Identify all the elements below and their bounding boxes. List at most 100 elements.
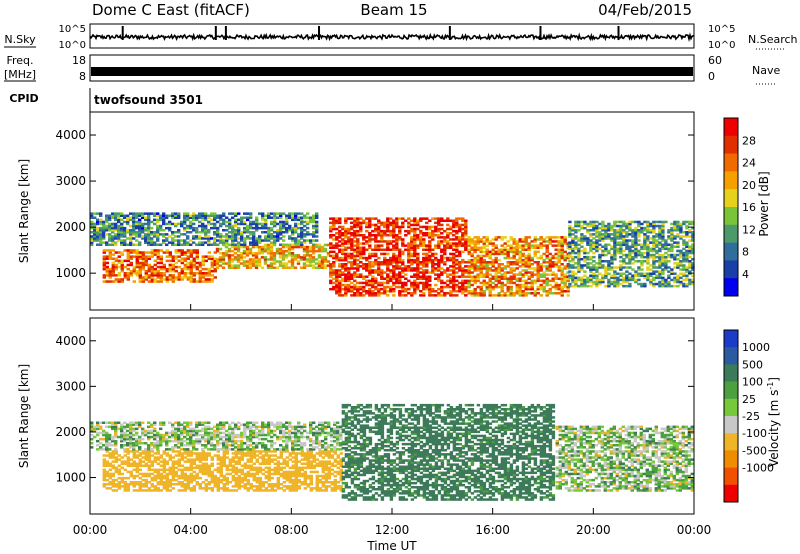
noise-right-label: N.Search [748, 33, 798, 46]
power-cell-1073 [195, 237, 199, 240]
power-cell-1611 [341, 225, 345, 229]
power-cell-1887 [374, 234, 378, 237]
power-cell-1950 [383, 256, 387, 260]
power-cell-2098 [401, 271, 405, 274]
power-cell-1946 [383, 271, 387, 274]
power-cell-1149 [216, 233, 220, 236]
velocity-cell-808 [291, 478, 295, 482]
power-cell-740 [102, 237, 106, 240]
power-cell-608 [296, 260, 301, 263]
power-cell-1540 [335, 281, 339, 285]
power-cell-2191 [413, 248, 417, 251]
power-cell-1772 [359, 221, 363, 225]
power-cell-2181 [413, 279, 417, 283]
power-cell-1567 [338, 281, 342, 285]
power-cell-3057 [536, 273, 540, 276]
power-cell-100 [132, 272, 136, 275]
power-cell-2954 [518, 240, 522, 243]
velocity-cell-611 [246, 481, 250, 484]
power-cell-565 [281, 264, 286, 267]
power-cell-64 [120, 269, 124, 273]
power-cell-2367 [437, 294, 441, 297]
power-cell-2242 [419, 242, 423, 245]
power-cell-2662 [473, 250, 477, 254]
power-cell-205 [159, 272, 163, 275]
velocity-cell-423 [201, 462, 205, 465]
power-cell-762 [108, 235, 112, 238]
power-cell-2701 [479, 263, 483, 266]
power-cell-1744 [356, 232, 360, 235]
power-cell-239 [168, 251, 172, 254]
power-cell-271 [180, 272, 184, 275]
power-cell-2774 [491, 281, 495, 285]
power-cell-1321 [267, 235, 271, 238]
velocity-cell-162 [141, 460, 145, 463]
power-cell-1179 [225, 235, 229, 238]
power-cell-2362 [434, 229, 438, 233]
power-cell-361 [204, 259, 208, 263]
velocity-cell-102 [126, 458, 130, 461]
power-cell-1027 [180, 224, 184, 228]
velocity-cell-528 [225, 456, 229, 459]
power-cell-2935 [518, 294, 522, 297]
power-cell-4119 [691, 239, 695, 242]
power-cell-293 [186, 267, 190, 271]
power-cell-3983 [673, 280, 677, 284]
power-cell-53 [117, 280, 121, 283]
velocity-cell-390 [192, 458, 196, 461]
power-cell-3585 [613, 222, 617, 226]
power-cell-81 [126, 272, 130, 275]
power-cell-2876 [509, 294, 513, 297]
power-cell-835 [126, 237, 130, 240]
power-cell-1412 [294, 237, 298, 240]
velocity-cell-527 [225, 464, 229, 467]
power-cell-1788 [362, 246, 366, 249]
power-cell-1036 [183, 222, 187, 226]
power-cell-2208 [416, 283, 420, 287]
power-cell-1000 [171, 231, 175, 234]
velocity-cell-689 [261, 450, 265, 453]
power-cell-2616 [467, 265, 471, 268]
power-cell-148 [144, 272, 148, 275]
power-cell-538 [269, 252, 274, 255]
power-cell-3798 [646, 255, 650, 259]
power-cell-3640 [622, 243, 626, 246]
velocity-cell-91 [123, 454, 127, 457]
power-cell-117 [135, 251, 139, 254]
power-cell-2184 [413, 269, 417, 272]
power-cell-3071 [539, 285, 543, 289]
power-cell-387 [213, 259, 217, 263]
velocity-cell-765 [279, 450, 283, 453]
power-cell-1738 [356, 246, 360, 249]
velocity-cell-157 [141, 483, 145, 486]
velocity-cell-568 [237, 487, 241, 490]
velocity-cell-562 [234, 462, 238, 465]
power-cell-710 [93, 222, 97, 226]
power-cell-3144 [551, 273, 555, 276]
power-cell-942 [153, 233, 157, 236]
power-cell-2299 [425, 225, 429, 229]
power-cell-3699 [631, 255, 635, 259]
velocity-cell-781 [285, 476, 289, 480]
power-cell-2091 [401, 294, 405, 297]
velocity-cell-811 [291, 470, 295, 474]
power-cell-1635 [344, 234, 348, 237]
power-cell-202 [159, 278, 163, 281]
power-cell-2120 [404, 273, 408, 276]
power-cell-2051 [395, 254, 399, 258]
power-cell-3686 [628, 239, 632, 242]
power-cell-1706 [353, 256, 357, 260]
nave-label: Nave [752, 64, 780, 77]
power-cell-1371 [279, 214, 283, 217]
power-cell-2146 [407, 229, 411, 233]
power-cell-2170 [410, 236, 414, 239]
power-cell-3586 [613, 220, 617, 224]
power-cell-1360 [276, 212, 280, 215]
power-cell-3449 [595, 247, 599, 251]
power-cell-1475 [312, 220, 316, 224]
power-cell-3008 [527, 261, 531, 264]
power-cell-1341 [273, 239, 277, 242]
power-cell-3395 [589, 278, 593, 282]
power-cell-3551 [610, 253, 614, 257]
power-cell-3724 [634, 241, 638, 244]
